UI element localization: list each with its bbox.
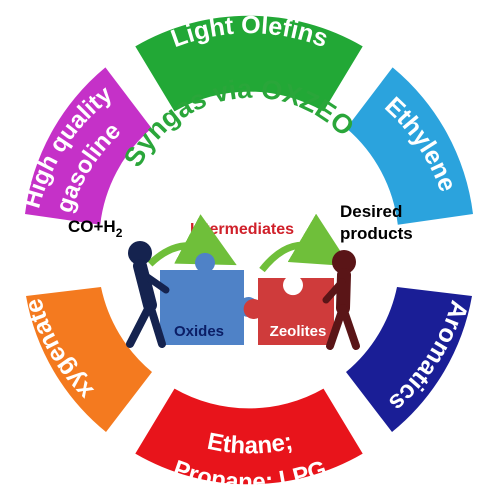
segment-label-ethane: Ethane;: [205, 428, 295, 460]
reactant-label: CO+H2: [68, 217, 123, 240]
segment-light-olefins: [135, 15, 363, 112]
segment-ethylene: [346, 67, 473, 225]
desired-label-line1: Desired: [340, 202, 402, 221]
segment-oxygenates: [26, 287, 152, 432]
zeolites-label: Zeolites: [270, 323, 327, 340]
arrow-left-icon: [147, 214, 237, 267]
segment-ethane-propane-lpg: [135, 388, 363, 485]
intermediates-label: Intermediates: [190, 221, 294, 238]
oxides-label: Oxides: [174, 323, 224, 340]
segment-high-quality-gasoline: [25, 67, 152, 225]
segment-aromatics: [346, 287, 472, 432]
zeolites-puzzle-piece: Zeolites: [243, 278, 334, 345]
person-right-icon: [322, 250, 360, 350]
person-left-icon: [126, 241, 170, 348]
desired-label-line2: products: [340, 224, 413, 243]
oxides-puzzle-piece: Oxides: [160, 252, 259, 345]
arrow-right-icon: [259, 213, 351, 273]
